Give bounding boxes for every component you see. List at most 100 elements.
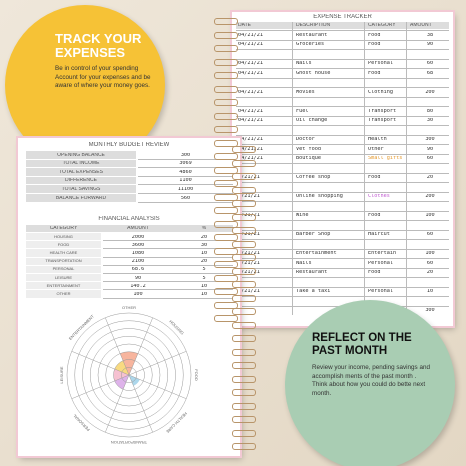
ring — [214, 153, 238, 160]
label-bg — [26, 282, 101, 290]
ring — [232, 308, 256, 315]
row-line — [103, 248, 233, 250]
budget-value: 4860 — [179, 169, 192, 175]
row-line — [236, 49, 449, 50]
page-title: MONTHLY BUDGET REVIEW — [88, 142, 170, 148]
radar-label: FOOD — [194, 369, 199, 381]
row-line — [236, 258, 449, 259]
entry-cell: 04/21/21 — [238, 42, 263, 47]
total-value: 300 — [425, 308, 435, 313]
radar-ring — [105, 351, 153, 399]
entry-cell: 04/21/21 — [238, 89, 263, 95]
entry-cell: Clothing — [368, 89, 393, 95]
promo-title: TRACK YOUR EXPENSES — [55, 31, 142, 60]
entry-cell: 60 — [426, 232, 434, 237]
ring — [232, 267, 256, 275]
radar-ring — [66, 312, 192, 438]
radar-ring — [121, 367, 137, 383]
ring — [214, 247, 238, 255]
analysis-value: 2000 — [131, 234, 145, 240]
entry-cell: Food — [368, 213, 381, 218]
column-header: AMOUNT — [410, 23, 432, 28]
entry-cell: 20 — [426, 175, 434, 180]
row-line — [236, 125, 449, 126]
analysis-value: 10 — [200, 250, 208, 256]
ring — [232, 173, 256, 180]
entry-cell: 4/21/21 — [238, 213, 260, 218]
radar-spoke — [105, 317, 130, 376]
entry-cell: Groceries — [296, 42, 325, 47]
row-line — [236, 58, 449, 60]
row-line — [103, 256, 233, 258]
entry-cell: Food — [368, 42, 381, 47]
row-line — [103, 264, 233, 266]
ring — [232, 227, 256, 234]
entry-cell: 04/21/21 — [238, 108, 263, 114]
value-line — [138, 175, 233, 177]
entry-cell: Food — [368, 70, 381, 76]
green-bubble — [285, 300, 455, 466]
radar-ring — [74, 320, 184, 430]
ring — [214, 301, 238, 309]
radar-spoke — [128, 317, 153, 376]
budget-label: OPENING BALANCE — [57, 152, 105, 158]
label-bg — [26, 257, 101, 265]
analysis-value: 90 — [134, 275, 142, 281]
label-bg — [26, 151, 136, 159]
row-line — [236, 191, 449, 193]
entry-cell: Boutique — [296, 156, 321, 161]
budget-label: DIFFERENCE — [65, 178, 97, 184]
analysis-label: PERSONAL — [52, 267, 75, 272]
row-line — [236, 296, 449, 297]
analysis-value: 10 — [200, 283, 208, 289]
ring — [232, 362, 256, 369]
row-line — [236, 248, 449, 250]
entry-cell: 100 — [425, 213, 435, 218]
entry-cell: Restaurant — [296, 270, 328, 275]
value-line — [138, 167, 233, 169]
analysis-value: 2100 — [131, 259, 145, 265]
row-line — [236, 229, 449, 231]
ring — [214, 139, 238, 147]
entry-cell: 68 — [426, 70, 434, 76]
entry-cell: Entertain — [368, 251, 397, 256]
ring — [232, 159, 256, 167]
radar-ring — [97, 343, 161, 407]
radar-spoke — [105, 374, 130, 433]
analysis-value: 140.2 — [130, 283, 146, 289]
entry-cell: Restaurant — [296, 32, 328, 38]
column-header: CATEGORY — [49, 226, 78, 231]
budget-value: 300 — [180, 152, 191, 158]
ring — [232, 321, 256, 329]
entry-cell: 04/21/21 — [238, 146, 263, 152]
entry-cell: Food — [368, 175, 381, 180]
budget-page: MONTHLY BUDGET REVIEW OPENING BALANCE 300 T… — [18, 138, 240, 456]
budget-label: TOTAL SAVINGS — [61, 186, 101, 192]
ring — [232, 416, 256, 423]
row-line — [103, 289, 233, 291]
ring — [214, 261, 238, 268]
entry-cell: Food — [368, 270, 381, 275]
ring — [232, 254, 256, 261]
radar-wedge — [114, 375, 129, 390]
ring — [214, 31, 238, 39]
analysis-value: 10 — [200, 291, 208, 297]
entry-cell: 4/21/21 — [238, 270, 260, 275]
entry-cell: Take a taxi — [296, 289, 331, 294]
ring — [214, 180, 238, 187]
analysis-value: 30 — [200, 242, 208, 248]
label-bg — [26, 185, 136, 193]
entry-cell: Coffee shop — [296, 175, 331, 180]
ring — [232, 389, 256, 396]
section-title: FINANCIAL ANALYSIS — [98, 216, 160, 222]
analysis-label: TRANSPORTATION — [45, 259, 82, 264]
ring — [232, 281, 256, 288]
radar-label: LEISURE — [59, 366, 64, 383]
entry-cell: Barber Shop — [296, 232, 331, 237]
entry-cell: 200 — [425, 194, 435, 199]
column-line — [292, 22, 293, 315]
entry-cell: Other — [368, 146, 384, 152]
value-line — [138, 158, 233, 160]
ring — [232, 146, 256, 153]
